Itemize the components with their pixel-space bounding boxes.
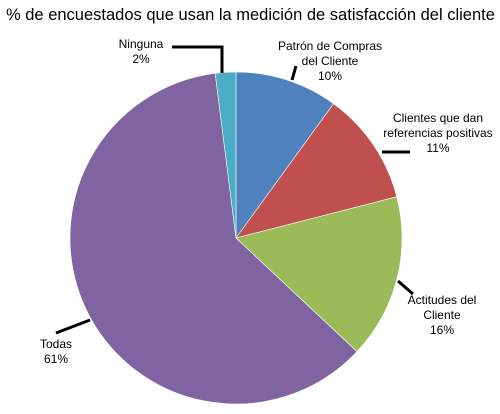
leader-line-3 <box>55 318 91 335</box>
leader-line-2 <box>397 279 414 296</box>
slice-label-2: Actitudes del Cliente 16% <box>408 293 477 337</box>
pie-slice-1 <box>235 103 398 239</box>
leader-line-4 <box>172 45 224 73</box>
pie-slice-2 <box>235 196 403 353</box>
pie-slice-4 <box>214 71 237 239</box>
leader-line-0 <box>290 65 298 81</box>
pie-slice-3 <box>69 72 358 405</box>
pie-slice-0 <box>235 71 334 239</box>
slice-label-3: Todas 61% <box>40 337 72 366</box>
slice-label-1: Clientes que dan referencias positivas 11% <box>383 111 492 155</box>
chart-title: % de encuestados que usan la medición de… <box>6 6 495 24</box>
slice-label-0: Patrón de Compras del Cliente 10% <box>278 39 382 83</box>
slice-label-4: Ninguna 2% <box>119 37 164 66</box>
